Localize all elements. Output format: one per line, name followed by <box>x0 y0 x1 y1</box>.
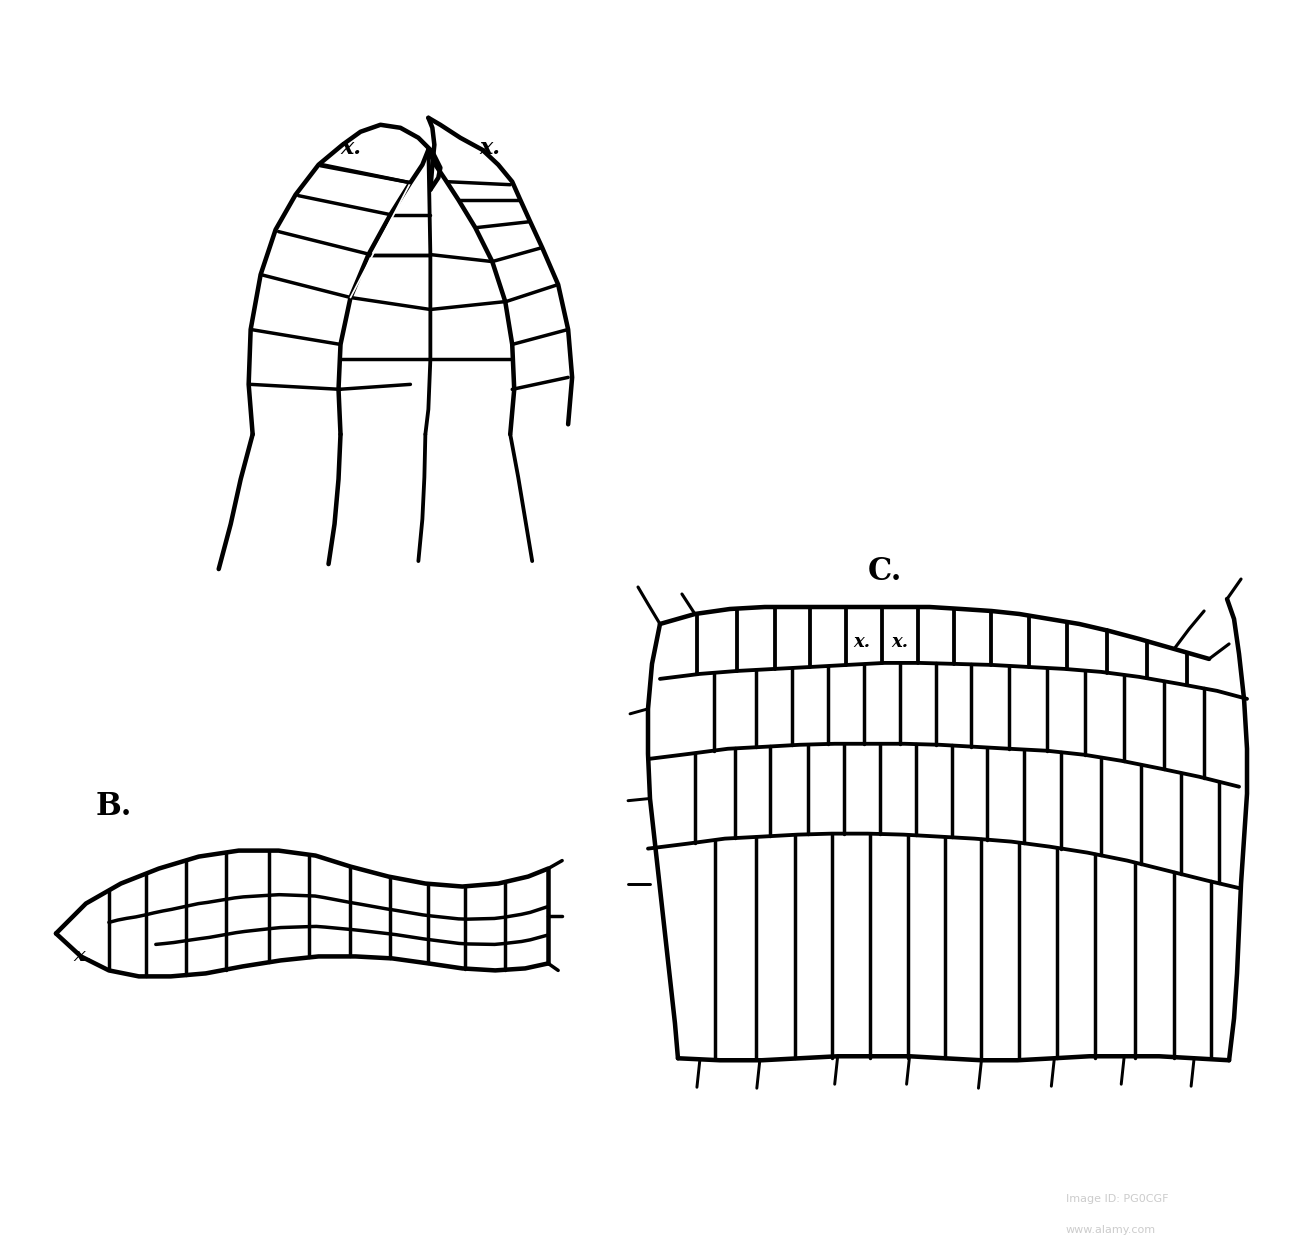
Text: x.: x. <box>891 633 909 651</box>
Text: www.alamy.com: www.alamy.com <box>1066 1225 1156 1235</box>
Text: B.: B. <box>96 791 133 823</box>
Text: alamy: alamy <box>78 1196 191 1228</box>
Text: x.: x. <box>74 947 92 966</box>
Text: x.: x. <box>341 137 361 158</box>
Text: Image ID: PG0CGF: Image ID: PG0CGF <box>1066 1194 1169 1203</box>
Text: x.: x. <box>853 633 870 651</box>
Text: x.: x. <box>480 137 500 158</box>
Text: C.: C. <box>867 555 902 587</box>
